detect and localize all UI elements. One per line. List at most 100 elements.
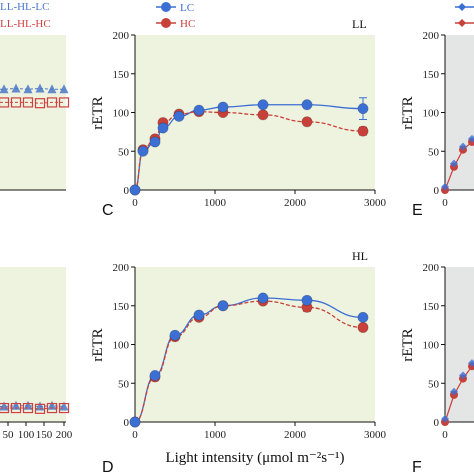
panel-c-series-line-hc [134,111,364,191]
left-top-line-1 [0,101,64,104]
panel-e-plot-area [445,35,474,190]
left-bottom-triangle-marker [47,400,57,410]
panel-f-y-tick-label: 50 [428,378,440,390]
panel-c-point-lc [217,101,229,113]
left-top-triangle-marker [59,84,69,94]
y-axis-label-c: rETR [90,96,106,129]
panel-f-point-lc [468,359,474,368]
panel-d-x-tick-label: 0 [132,429,138,441]
left-bottom-x-tick-label: 100 [18,429,35,441]
panel-e-point-lc [441,182,449,191]
panel-c-point-lc [173,110,185,122]
panel-f-series-line [444,365,473,423]
left-bottom-square-marker [46,402,58,414]
legend-diamond-marker [458,19,466,27]
legend-label-hc: HC [180,18,195,30]
left-bottom-plot-area [0,267,66,422]
panel-f-point-lc [441,414,449,423]
y-axis-label-f: rETR [400,328,416,361]
panel-d-point-lc [169,329,181,341]
legend-label-ll-hl-hc: LL-HL-HC [0,18,51,30]
panel-d-y-tick-label: 0 [124,417,130,429]
left-top-triangle-marker [0,84,9,94]
left-top-square-marker [58,97,70,108]
panel-c-plot-area [135,35,375,190]
condition-label-ll: LL [352,17,367,31]
panel-c-point-lc [357,103,369,115]
panel-d-x-tick-label: 1000 [204,429,227,441]
panel-letter-e: E [412,202,423,219]
panel-f-y-tick-label: 200 [423,262,440,274]
panel-c-point-lc [257,99,269,111]
left-bottom-square-marker [34,403,46,414]
x-axis-label-d: Light intensity (μmol m⁻²s⁻¹) [165,450,344,466]
panel-letter-f: F [412,459,422,474]
y-axis-label-d: rETR [90,328,106,361]
panel-c-point-lc [157,122,169,134]
panel-d-y-tick-label: 150 [113,301,130,313]
panel-e-series-line [444,141,473,191]
legend-label-ll-hl-lc: LL-HL-LC [0,1,49,13]
left-bottom-triangle-marker [11,400,21,410]
panel-c-point-lc [149,136,161,148]
panel-d-point-hc [357,321,369,333]
y-axis-label-e: rETR [400,96,416,129]
panel-c-point-lc [129,184,141,196]
legend-label-lc: LC [180,2,194,14]
panel-c-series-line-lc [134,104,364,191]
legend-center: LC HC [156,2,195,30]
panel-e-point-lc [459,142,467,151]
legend-marker-lc [161,2,171,12]
left-bottom-x-tick-label: 50 [3,429,15,441]
legend-right-partial [455,3,474,27]
left-top-triangle-marker [23,84,33,94]
panel-c-x-tick-label: 0 [132,197,138,209]
panel-d-point-lc [129,416,141,428]
panel-f-y-tick-label: 0 [434,417,440,429]
panel-e-point-lc [450,159,458,168]
panel-d-y-tick-label: 200 [113,262,130,274]
left-top-triangle-marker [11,83,21,93]
panel-c-point-hc [301,116,313,128]
panel-d-point-lc [217,300,229,312]
panel-letter-c: C [102,202,114,219]
panel-c-y-tick-label: 100 [113,108,130,120]
panel-e-y-tick-label: 150 [423,69,440,81]
panel-e-y-tick-label: 0 [434,185,440,197]
legend-left: LL-HL-LC LL-HL-HC [0,1,51,30]
panel-d-point-lc [301,294,313,306]
panel-c-point-hc [357,125,369,137]
panel-f-point-lc [450,387,458,396]
panel-d-point-lc [357,311,369,323]
panel-f-y-tick-label: 100 [423,340,440,352]
left-bottom-line-1 [0,407,64,410]
left-bottom-square-marker [22,402,34,414]
panel-c-point-hc [257,109,269,121]
left-top-triangle-marker [47,84,57,94]
left-top-square-marker [34,98,46,109]
panel-c-y-tick-label: 200 [113,30,130,42]
left-top-triangle-marker [35,83,45,93]
panel-d-x-tick-label: 3000 [364,429,387,441]
panel-c-y-tick-label: 50 [118,146,130,158]
panel-c-point-lc [301,99,313,111]
left-bottom-square-marker [10,402,22,414]
legend-diamond-marker [458,3,466,11]
panel-c-x-tick-label: 3000 [364,197,387,209]
left-bottom-square-marker [58,402,70,414]
panel-d-point-lc [149,369,161,381]
left-bottom-x-tick-label: 150 [36,429,53,441]
panel-d-y-tick-label: 50 [118,378,130,390]
left-bottom-square-marker [0,402,10,414]
left-top-square-marker [0,97,10,108]
panel-d-point-lc [193,309,205,321]
panel-e-y-tick-label: 200 [423,30,440,42]
panel-c-point-lc [193,104,205,116]
panel-d-y-tick-label: 100 [113,340,130,352]
left-top-square-marker [10,97,22,108]
panel-e-x-tick-label: 0 [442,197,448,209]
panel-c-x-tick-label: 1000 [204,197,227,209]
panel-f-y-tick-label: 150 [423,301,440,313]
